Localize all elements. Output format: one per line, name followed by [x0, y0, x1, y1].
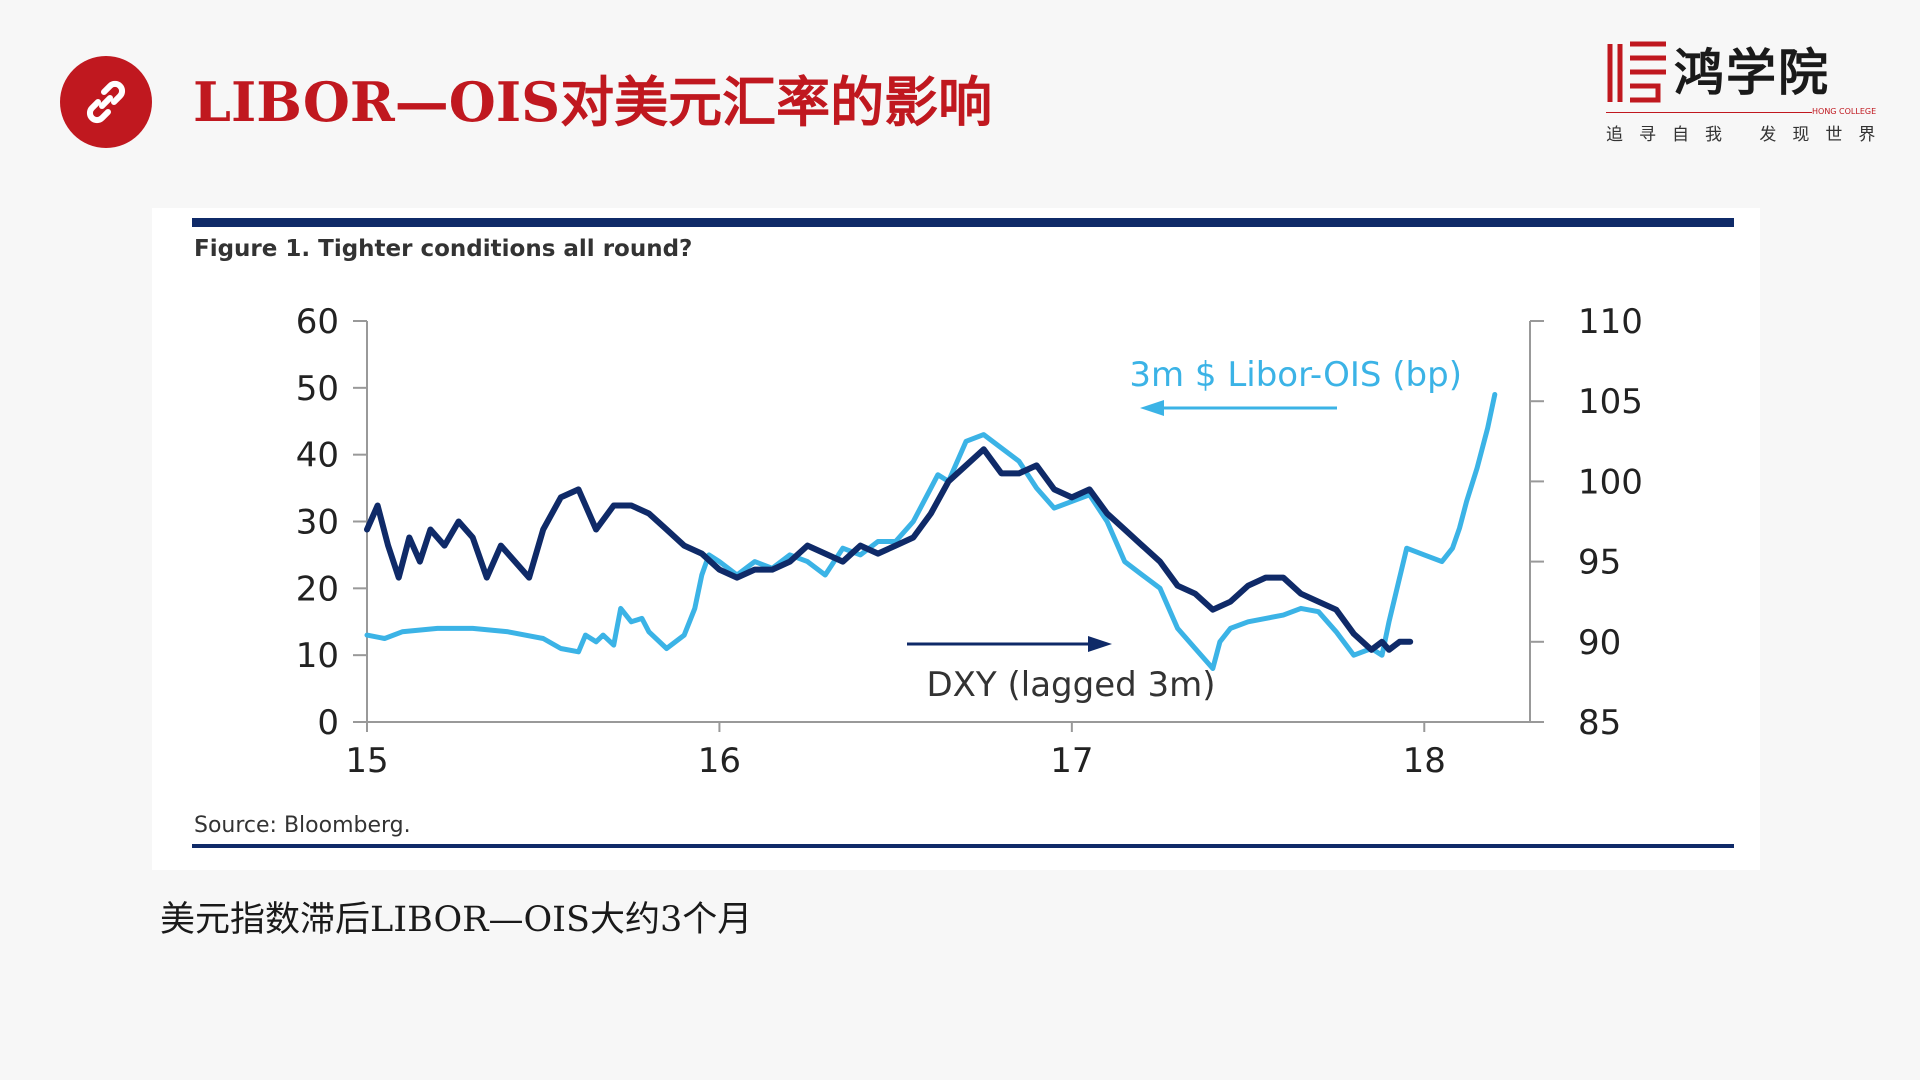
y-left-tick-label: 30 — [296, 503, 339, 543]
brand-slogan: 追寻自我 发现世界 — [1606, 125, 1892, 145]
x-tick-label: 18 — [1403, 741, 1446, 781]
y-left-tick-label: 0 — [317, 703, 339, 743]
y-left-tick-label: 50 — [296, 369, 339, 409]
brand-divider — [1606, 112, 1812, 113]
annotation-dxy-arrowhead — [1088, 636, 1112, 652]
x-tick-label: 16 — [698, 741, 741, 781]
chart-bottom-rule — [192, 844, 1734, 848]
y-right-tick-label: 105 — [1578, 382, 1643, 422]
brand-name: 鸿学院 — [1674, 43, 1830, 102]
y-left-tick-label: 40 — [296, 436, 339, 476]
chart-source: Source: Bloomberg. — [194, 813, 411, 838]
y-left-tick-label: 20 — [296, 569, 339, 609]
brand-logo: 鸿学院 HONG COLLEGE 追寻自我 发现世界 — [1600, 38, 1890, 148]
y-right-tick-label: 100 — [1578, 462, 1643, 502]
y-right-tick-label: 95 — [1578, 543, 1621, 583]
annotation-libor-ois-arrowhead — [1140, 400, 1164, 416]
y-right-tick-label: 85 — [1578, 703, 1621, 743]
chart-panel: Figure 1. Tighter conditions all round? … — [152, 208, 1760, 870]
series-line-libor-ois — [364, 392, 1498, 671]
y-right-tick-label: 90 — [1578, 623, 1621, 663]
hong-college-logo-icon — [1607, 41, 1666, 103]
x-tick-label: 17 — [1050, 741, 1093, 781]
chart-top-rule — [192, 218, 1734, 227]
slide-caption: 美元指数滞后LIBOR—OIS大约3个月 — [160, 900, 753, 940]
slide-title: LIBOR—OIS对美元汇率的影响 — [193, 70, 993, 134]
y-left-tick-label: 60 — [296, 302, 339, 342]
y-left-tick-label: 10 — [296, 636, 339, 676]
brand-english-name: HONG COLLEGE — [1812, 107, 1877, 116]
series-line-dxy — [364, 446, 1414, 653]
y-right-tick-label: 110 — [1578, 302, 1643, 342]
line-chart: Figure 1. Tighter conditions all round? … — [192, 218, 1734, 848]
chart-title: Figure 1. Tighter conditions all round? — [194, 236, 692, 262]
annotation-dxy-label: DXY (lagged 3m) — [926, 665, 1215, 705]
link-icon — [60, 56, 152, 148]
x-tick-label: 15 — [345, 741, 388, 781]
annotation-libor-ois-label: 3m $ Libor-OIS (bp) — [1129, 355, 1462, 395]
